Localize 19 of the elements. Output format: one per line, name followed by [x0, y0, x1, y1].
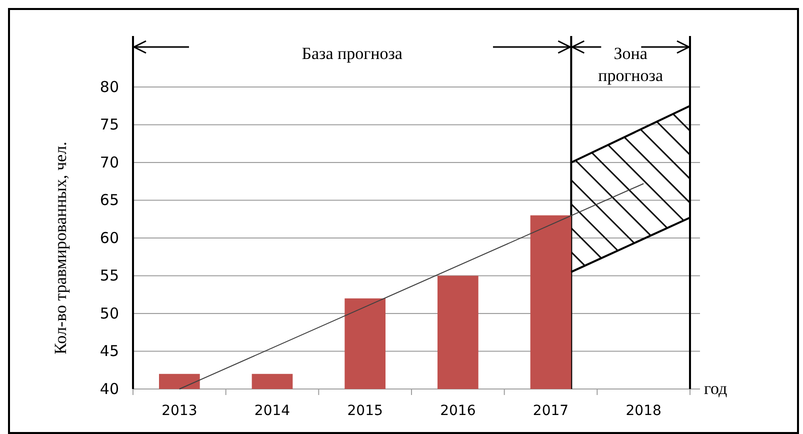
x-axis-title: год — [704, 379, 728, 398]
x-tick-label: 2017 — [532, 403, 569, 419]
x-tick-label: 2018 — [626, 403, 662, 419]
x-tick-label: 2014 — [254, 403, 290, 419]
y-tick-label: 60 — [100, 228, 119, 247]
y-tick-label: 45 — [100, 342, 119, 360]
x-tick-label: 2015 — [347, 403, 383, 419]
y-tick-label: 50 — [100, 304, 119, 322]
y-tick-label: 65 — [100, 191, 119, 210]
annotation: База прогноза — [302, 44, 403, 63]
x-tick-label: 2016 — [440, 403, 476, 419]
annotation: Зона прогноза — [598, 44, 664, 85]
y-tick-label: 80 — [100, 78, 119, 96]
y-tick-label: 70 — [100, 153, 119, 172]
y-axis-title: Кол-во травмированных, чел. — [51, 142, 70, 354]
y-tick-label: 75 — [100, 116, 119, 134]
y-tick-label: 55 — [100, 266, 119, 285]
y-tick-label: 40 — [100, 380, 119, 398]
x-tick-label: 2013 — [162, 403, 198, 419]
